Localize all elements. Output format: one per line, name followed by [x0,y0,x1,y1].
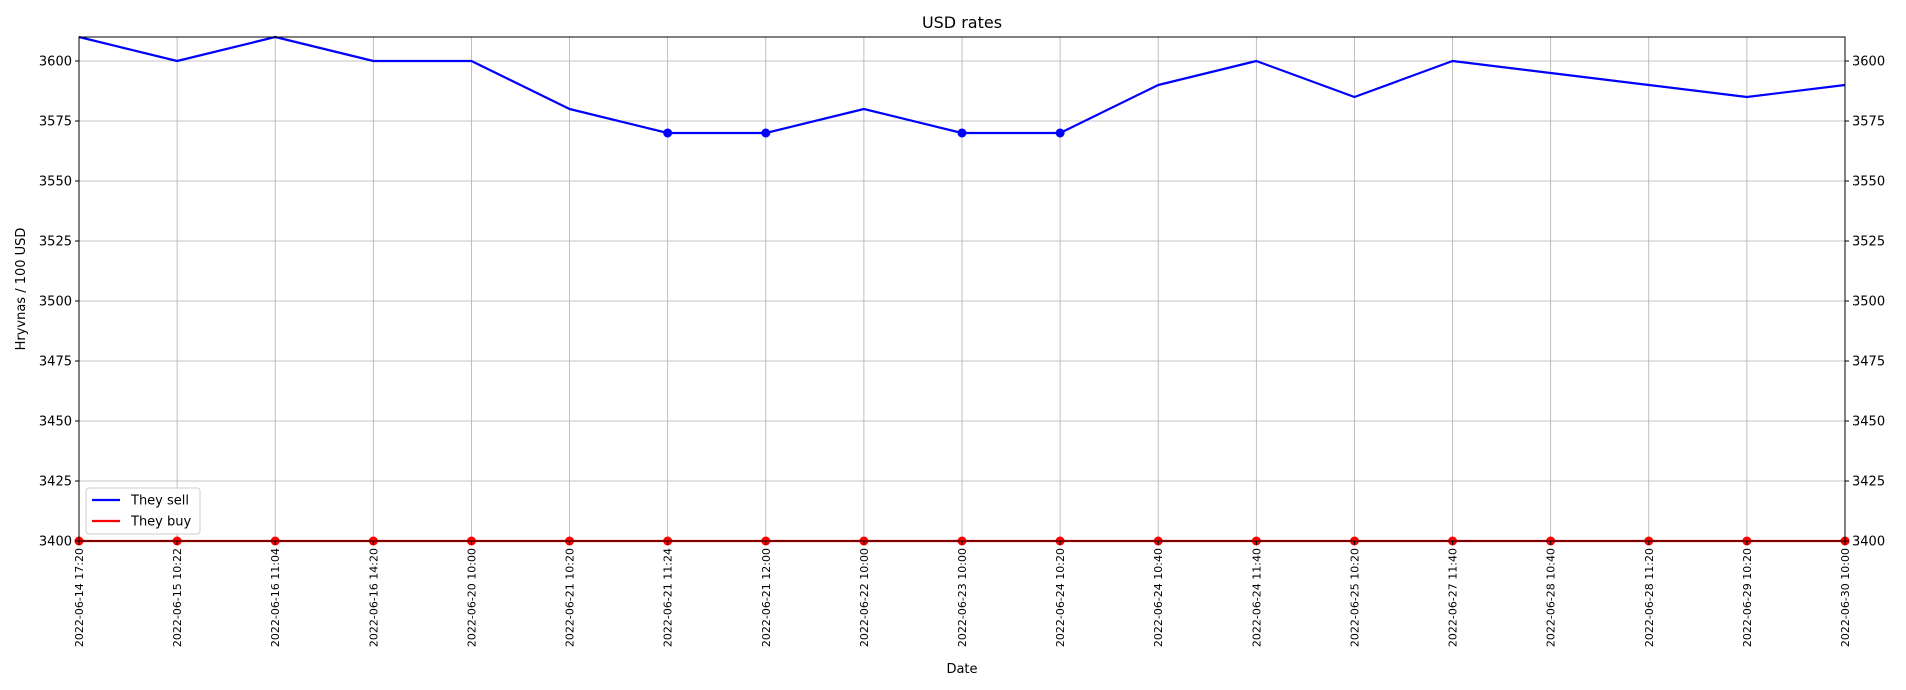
x-tick-label: 2022-06-21 10:20 [564,548,577,647]
x-tick-label: 2022-06-22 10:00 [858,548,871,647]
grid [78,37,1846,542]
data-point-they-sell [761,128,771,138]
legend: They sell They buy [85,487,201,535]
x-tick-label: 2022-06-21 12:00 [760,548,773,647]
x-tick-label: 2022-06-20 10:00 [465,548,478,647]
y-tick-label-right: 3400 [1852,535,1885,550]
data-point-they-sell [957,128,967,138]
x-axis: 2022-06-14 17:20 2022-06-15 10:22 2022-06-… [73,541,1852,647]
chart-title: USD rates [922,13,1002,32]
x-tick-label: 2022-06-27 11:40 [1447,548,1460,647]
x-tick-label: 2022-06-24 10:20 [1054,548,1067,647]
x-tick-label: 2022-06-25 10:20 [1348,548,1361,647]
x-tick-label: 2022-06-28 10:40 [1545,548,1558,647]
y-tick-label-left: 3400 [39,535,72,550]
legend-label: They buy [130,515,191,530]
legend-label: They sell [130,494,189,509]
y-tick-label-right: 3525 [1852,235,1885,250]
x-tick-label: 2022-06-30 10:00 [1839,548,1852,647]
x-tick-label: 2022-06-16 14:20 [367,548,380,647]
y-tick-label-right: 3450 [1852,415,1885,430]
y-tick-label-left: 3500 [39,295,72,310]
x-tick-label: 2022-06-24 11:40 [1250,548,1263,647]
y-axis-label: Hryvnas / 100 USD [14,228,29,351]
x-tick-label: 2022-06-29 10:20 [1741,548,1754,647]
y-tick-label-right: 3550 [1852,175,1885,190]
y-tick-label-left: 3475 [39,355,72,370]
y-tick-label-left: 3450 [39,415,72,430]
y-tick-label-right: 3475 [1852,355,1885,370]
y-tick-label-right: 3425 [1852,475,1885,490]
x-tick-label: 2022-06-15 10:22 [171,548,184,647]
x-axis-label: Date [946,662,977,677]
x-tick-label: 2022-06-24 10:40 [1152,548,1165,647]
y-axis-left: 3400 3425 3450 3475 3500 3525 3550 3575 3600 [39,55,79,550]
x-tick-label: 2022-06-14 17:20 [73,548,86,647]
y-tick-label-left: 3575 [39,115,72,130]
y-tick-label-left: 3600 [39,55,72,70]
y-tick-label-right: 3575 [1852,115,1885,130]
y-tick-label-left: 3425 [39,475,72,490]
y-tick-label-left: 3550 [39,175,72,190]
data-point-they-sell [1055,128,1065,138]
y-axis-right: 3400 3425 3450 3475 3500 3525 3550 3575 3600 [1845,55,1885,550]
data-point-they-sell [663,128,673,138]
y-tick-label-right: 3500 [1852,295,1885,310]
x-tick-label: 2022-06-16 11:04 [269,548,282,647]
y-tick-label-right: 3600 [1852,55,1885,70]
x-tick-label: 2022-06-28 11:20 [1643,548,1656,647]
x-tick-label: 2022-06-23 10:00 [956,548,969,647]
x-tick-label: 2022-06-21 11:24 [662,548,675,647]
y-tick-label-left: 3525 [39,235,72,250]
